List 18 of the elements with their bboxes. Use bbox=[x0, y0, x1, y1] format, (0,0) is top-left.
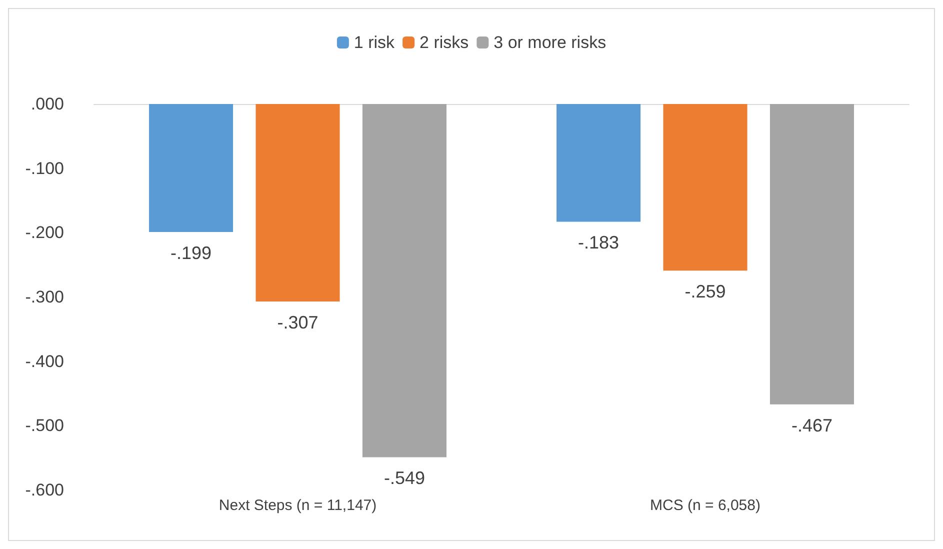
data-label: -.183 bbox=[578, 232, 620, 253]
data-label: -.549 bbox=[384, 468, 425, 488]
data-label: -.199 bbox=[170, 243, 212, 264]
legend-label: 1 risk bbox=[354, 33, 396, 52]
legend-label: 2 risks bbox=[420, 33, 469, 52]
x-tick-label: MCS (n = 6,058) bbox=[650, 497, 760, 514]
x-tick-label: Next Steps (n = 11,147) bbox=[218, 497, 377, 514]
y-tick-label: -.300 bbox=[25, 288, 64, 306]
y-tick-label: -.100 bbox=[25, 158, 64, 178]
y-tick-label: .000 bbox=[30, 94, 64, 114]
y-tick-label: -.500 bbox=[25, 416, 64, 436]
data-label: -.467 bbox=[791, 415, 832, 436]
y-tick-label: -.200 bbox=[25, 223, 64, 242]
legend-label: 3 or more risks bbox=[494, 33, 606, 52]
y-tick-label: -.400 bbox=[25, 352, 64, 371]
data-label: -.259 bbox=[684, 282, 726, 302]
data-label: -.307 bbox=[277, 312, 318, 333]
y-tick-label: -.600 bbox=[25, 480, 64, 500]
